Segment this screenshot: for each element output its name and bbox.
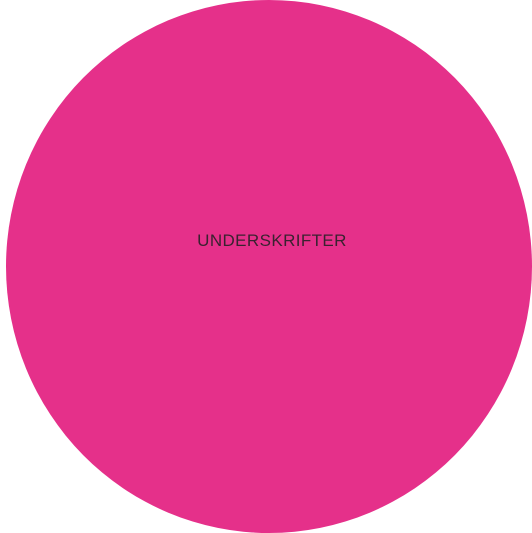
circle-label: UNDERSKRIFTER <box>197 231 347 250</box>
underskrifter-circle-button[interactable] <box>6 0 532 533</box>
